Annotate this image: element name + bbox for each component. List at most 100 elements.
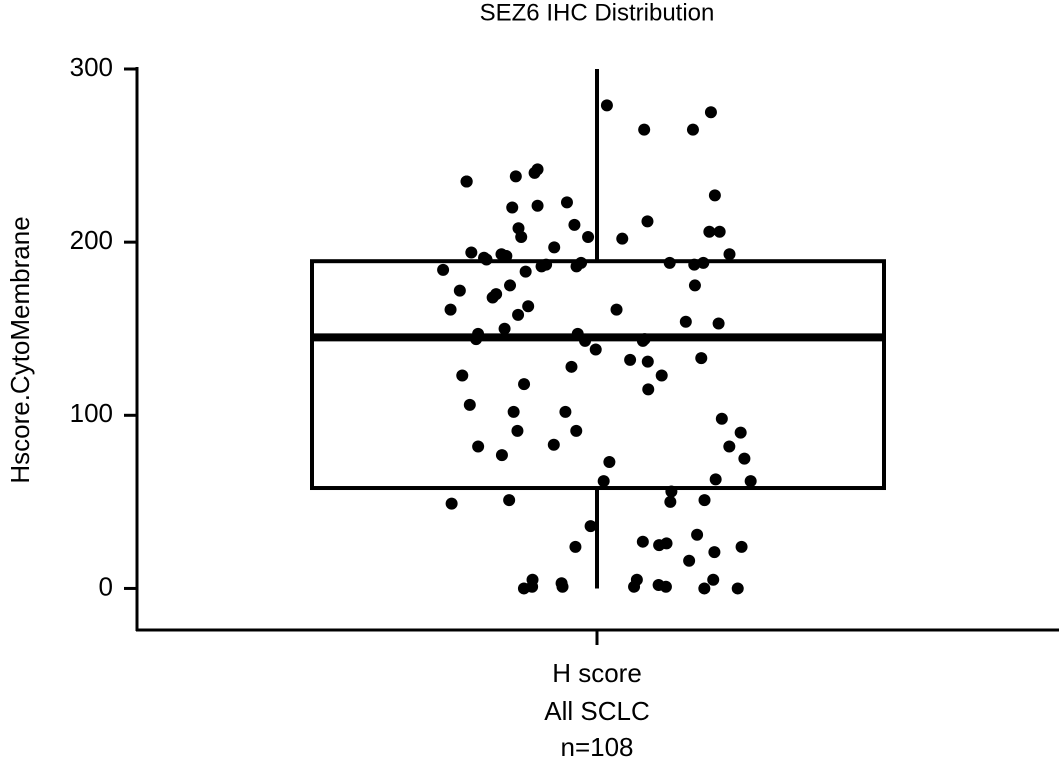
data-point [698, 582, 711, 595]
y-tick-label: 200 [70, 225, 113, 255]
data-point [698, 494, 711, 507]
data-point [500, 250, 513, 262]
data-point [437, 263, 450, 276]
data-point [565, 360, 578, 373]
data-point [723, 248, 736, 261]
data-point [600, 99, 613, 112]
data-point [518, 378, 531, 391]
data-point [444, 303, 457, 316]
data-point [548, 241, 561, 254]
data-point [712, 317, 725, 330]
data-point [642, 383, 655, 396]
box [310, 259, 886, 491]
data-point [731, 582, 744, 595]
data-point [638, 333, 651, 346]
data-point [715, 412, 728, 425]
data-point [709, 473, 722, 486]
data-point [628, 580, 641, 593]
data-point [659, 580, 672, 593]
data-point [597, 475, 610, 488]
data-point [512, 308, 525, 321]
data-point [653, 539, 666, 552]
data-point [738, 452, 751, 465]
data-point [480, 253, 493, 266]
data-point [665, 485, 678, 498]
data-point [526, 580, 539, 593]
data-point [507, 405, 520, 418]
data-point [708, 546, 721, 559]
data-point [465, 246, 478, 259]
data-point [568, 218, 581, 231]
x-tick-sublabel: n=108 [560, 732, 633, 760]
data-point [688, 258, 701, 271]
data-point [636, 535, 649, 548]
data-point [570, 424, 583, 437]
x-tick-sublabel: All SCLC [544, 696, 649, 726]
data-point [638, 123, 651, 136]
data-point [472, 440, 485, 453]
y-tick-label: 300 [70, 52, 113, 82]
data-point [686, 123, 699, 136]
data-point [445, 497, 458, 510]
chart-title: SEZ6 IHC Distribution [480, 0, 715, 26]
data-point [531, 199, 544, 212]
data-point [503, 494, 516, 507]
data-point [708, 189, 721, 202]
data-point [470, 333, 483, 346]
data-point [584, 520, 597, 533]
data-point [547, 438, 560, 451]
data-point [495, 449, 508, 462]
data-point [522, 300, 535, 313]
data-point [571, 327, 584, 340]
data-point [688, 279, 701, 292]
data-point [509, 170, 522, 183]
data-point [589, 343, 602, 356]
data-point [512, 222, 525, 235]
data-point [559, 405, 572, 418]
data-point [641, 215, 654, 228]
data-point [663, 256, 676, 269]
data-point [555, 577, 568, 590]
data-point [695, 352, 708, 365]
y-axis-label: Hscore.CytoMembrane [5, 216, 35, 483]
data-point [697, 256, 710, 269]
data-point [704, 106, 717, 119]
data-point [707, 573, 720, 586]
data-point [691, 528, 704, 541]
data-point [490, 288, 503, 301]
x-tick-label: H score [552, 658, 642, 688]
data-point [610, 303, 623, 316]
data-point [570, 260, 583, 273]
data-point [463, 398, 476, 411]
data-point [735, 540, 748, 553]
data-point [734, 426, 747, 439]
data-point [624, 353, 637, 366]
data-point [456, 369, 469, 382]
data-point [569, 540, 582, 553]
y-tick-label: 100 [70, 398, 113, 428]
data-point [535, 260, 548, 273]
data-point [713, 225, 726, 238]
data-point [616, 232, 629, 245]
data-point [655, 369, 668, 382]
data-point [641, 355, 654, 368]
data-point [723, 440, 736, 453]
data-point [683, 554, 696, 567]
data-point [511, 424, 524, 437]
data-point [664, 495, 677, 508]
data-point [560, 196, 573, 209]
data-point [744, 475, 757, 488]
data-point [460, 175, 473, 188]
y-tick-label: 0 [99, 571, 113, 601]
data-point [528, 166, 541, 179]
data-point [582, 230, 595, 243]
data-point [703, 225, 716, 238]
data-point [603, 456, 616, 469]
data-point [679, 315, 692, 328]
data-point [504, 279, 517, 292]
data-point [498, 322, 511, 335]
data-point [453, 284, 466, 297]
data-point [506, 201, 519, 214]
data-point [519, 265, 532, 278]
